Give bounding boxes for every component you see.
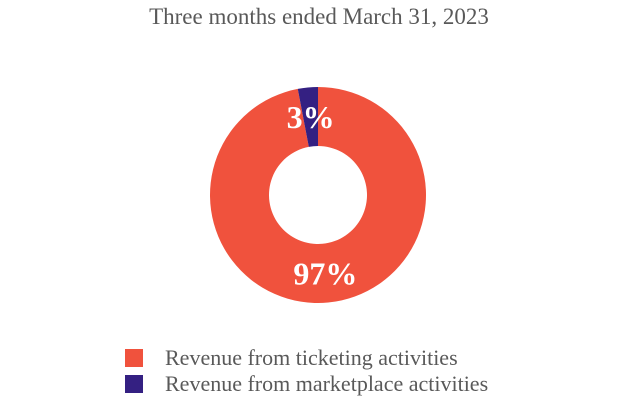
legend-label-ticketing: Revenue from ticketing activities xyxy=(165,345,458,370)
legend-swatch-ticketing-icon xyxy=(125,349,143,367)
legend-label-marketplace: Revenue from marketplace activities xyxy=(165,371,489,396)
legend: Revenue from ticketing activities Revenu… xyxy=(125,345,488,397)
legend-item-marketplace: Revenue from marketplace activities xyxy=(125,371,488,397)
donut-chart: 97% 3% xyxy=(209,87,426,303)
donut-slice-0 xyxy=(209,87,426,303)
legend-swatch-marketplace-icon xyxy=(125,375,143,393)
slice-label-0: 97% xyxy=(293,255,357,291)
legend-item-ticketing: Revenue from ticketing activities xyxy=(125,345,488,371)
slice-label-1: 3% xyxy=(287,99,335,135)
chart-title: Three months ended March 31, 2023 xyxy=(149,4,489,29)
donut-slice-1 xyxy=(297,87,318,147)
